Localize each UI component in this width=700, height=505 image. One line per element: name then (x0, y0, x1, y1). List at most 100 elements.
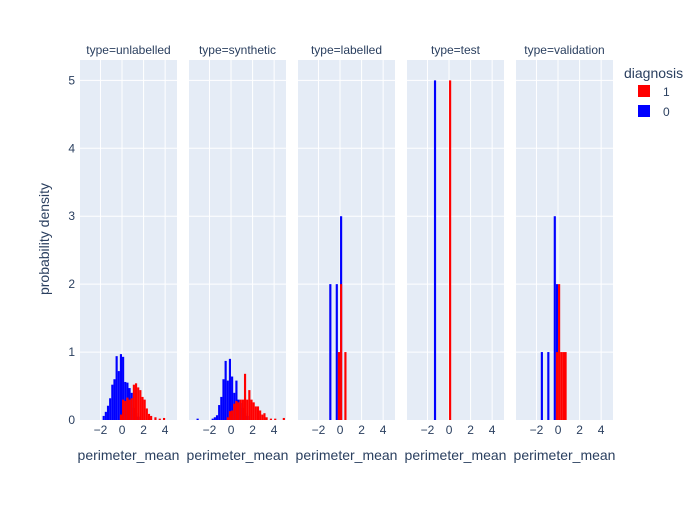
histogram-bar-diagnosis-0 (226, 380, 229, 420)
histogram-bar-diagnosis-0 (231, 376, 234, 420)
histogram-bar-diagnosis-0 (104, 411, 107, 420)
histogram-bar-diagnosis-0 (117, 371, 120, 420)
histogram-bar-diagnosis-1 (147, 413, 151, 420)
histogram-bar-diagnosis-0 (115, 356, 118, 420)
x-tick-label: 0 (119, 423, 126, 437)
legend-item-1[interactable]: 1 (638, 85, 670, 99)
histogram-bar-diagnosis-1 (228, 411, 232, 420)
histogram-bar-diagnosis-1 (256, 406, 260, 420)
x-tick-label: −2 (312, 423, 326, 437)
x-tick-label: 2 (249, 423, 256, 437)
histogram-bar-diagnosis-1 (274, 418, 277, 420)
histogram-bar-diagnosis-1 (143, 399, 146, 420)
x-tick-label: −2 (530, 423, 544, 437)
plot-background (189, 60, 286, 420)
histogram-bar-diagnosis-0 (335, 284, 338, 420)
histogram-bar-diagnosis-0 (235, 380, 238, 420)
histogram-bar-diagnosis-0 (220, 396, 223, 420)
plot-background (80, 60, 177, 420)
x-tick-label: 0 (555, 423, 562, 437)
histogram-bar-diagnosis-1 (269, 418, 272, 420)
histogram-bar-diagnosis-1 (119, 414, 123, 420)
histogram-bar-diagnosis-0 (213, 417, 216, 420)
legend-title: diagnosis (624, 65, 683, 81)
x-tick-label: −2 (94, 423, 108, 437)
x-axis-title: perimeter_mean (514, 447, 616, 463)
histogram-bar-diagnosis-1 (254, 406, 257, 420)
histogram-bar-diagnosis-1 (235, 400, 238, 420)
x-tick-label: 2 (140, 423, 147, 437)
histogram-bar-diagnosis-1 (141, 396, 144, 420)
legend-label: 0 (663, 105, 670, 119)
y-tick-label: 3 (68, 209, 75, 223)
x-tick-label: 0 (337, 423, 344, 437)
histogram-bar-diagnosis-1 (340, 284, 343, 420)
histogram-bar-diagnosis-1 (162, 417, 166, 420)
histogram-bar-diagnosis-1 (139, 390, 142, 420)
histogram-bar-diagnosis-1 (130, 398, 133, 420)
legend-label: 1 (663, 85, 670, 99)
histogram-bar-diagnosis-1 (158, 418, 161, 420)
histogram-bar-diagnosis-1 (134, 383, 138, 420)
x-tick-label: −2 (421, 423, 435, 437)
y-axis-title: probability density (36, 183, 52, 295)
histogram-bar-diagnosis-1 (558, 284, 561, 420)
histogram-bar-diagnosis-1 (562, 352, 565, 420)
histogram-bar-diagnosis-0 (102, 415, 105, 420)
histogram-bar-diagnosis-0 (222, 379, 225, 420)
histogram-bar-diagnosis-0 (196, 418, 199, 420)
histogram-bar-diagnosis-1 (252, 402, 255, 420)
histogram-bar-diagnosis-1 (137, 387, 140, 420)
facet-title: type=test (431, 43, 481, 57)
x-tick-label: 2 (467, 423, 474, 437)
histogram-bar-diagnosis-1 (150, 415, 153, 420)
histogram-bar-diagnosis-0 (106, 405, 110, 420)
histogram-bar-diagnosis-1 (231, 410, 234, 420)
legend-item-0[interactable]: 0 (638, 105, 670, 119)
histogram-bar-diagnosis-0 (224, 360, 227, 420)
histogram-bar-diagnosis-1 (449, 80, 452, 421)
y-tick-label: 4 (68, 141, 75, 155)
histogram-bar-diagnosis-0 (553, 216, 556, 420)
histogram-bar-diagnosis-0 (547, 352, 550, 420)
histogram-bar-diagnosis-1 (564, 352, 567, 420)
histogram-bar-diagnosis-0 (329, 284, 332, 420)
legend-swatch (638, 105, 650, 117)
x-tick-label: 4 (271, 423, 278, 437)
histogram-bar-diagnosis-1 (122, 399, 125, 420)
histogram-bar-diagnosis-0 (211, 418, 214, 420)
histogram-bar-diagnosis-0 (109, 398, 112, 420)
x-tick-label: 2 (576, 423, 583, 437)
histogram-bar-diagnosis-1 (154, 417, 157, 420)
histogram-bar-diagnosis-1 (243, 373, 247, 420)
facet-title: type=labelled (311, 43, 382, 57)
facet-panel-5: type=validation −2 0 2 4 perimeter_mean (514, 43, 616, 463)
legend-swatch (638, 85, 650, 97)
facet-panel-3: type=labelled −2 0 2 4 perimeter_mean (296, 43, 398, 463)
legend: diagnosis 1 0 (624, 65, 683, 119)
facet-panel-2: type=synthetic −2 0 2 4 perimeter_mean (187, 43, 289, 463)
y-tick-label: 0 (68, 413, 75, 427)
x-tick-label: −2 (203, 423, 217, 437)
histogram-bar-diagnosis-0 (111, 384, 114, 420)
histogram-bar-diagnosis-0 (228, 358, 232, 420)
histogram-bar-diagnosis-1 (250, 399, 253, 420)
histogram-bar-diagnosis-1 (265, 417, 268, 420)
histogram-bar-diagnosis-1 (226, 417, 229, 420)
histogram-bar-diagnosis-1 (282, 417, 285, 420)
histogram-bar-diagnosis-0 (218, 405, 221, 420)
panels-layer: type=unlabelled−2 0 2 4perimeter_mean012345… (68, 43, 615, 463)
x-tick-label: 4 (598, 423, 605, 437)
histogram-bar-diagnosis-0 (119, 354, 123, 420)
histogram-bar-diagnosis-1 (145, 408, 148, 420)
histogram-bar-diagnosis-1 (259, 410, 262, 420)
y-tick-label: 1 (68, 345, 75, 359)
histogram-bar-diagnosis-1 (248, 390, 251, 420)
x-tick-label: 2 (358, 423, 365, 437)
facet-panel-4: type=test −2 0 2 4 perimeter_mean (405, 43, 507, 463)
y-tick-label: 2 (68, 277, 75, 291)
histogram-bar-diagnosis-0 (113, 379, 116, 420)
